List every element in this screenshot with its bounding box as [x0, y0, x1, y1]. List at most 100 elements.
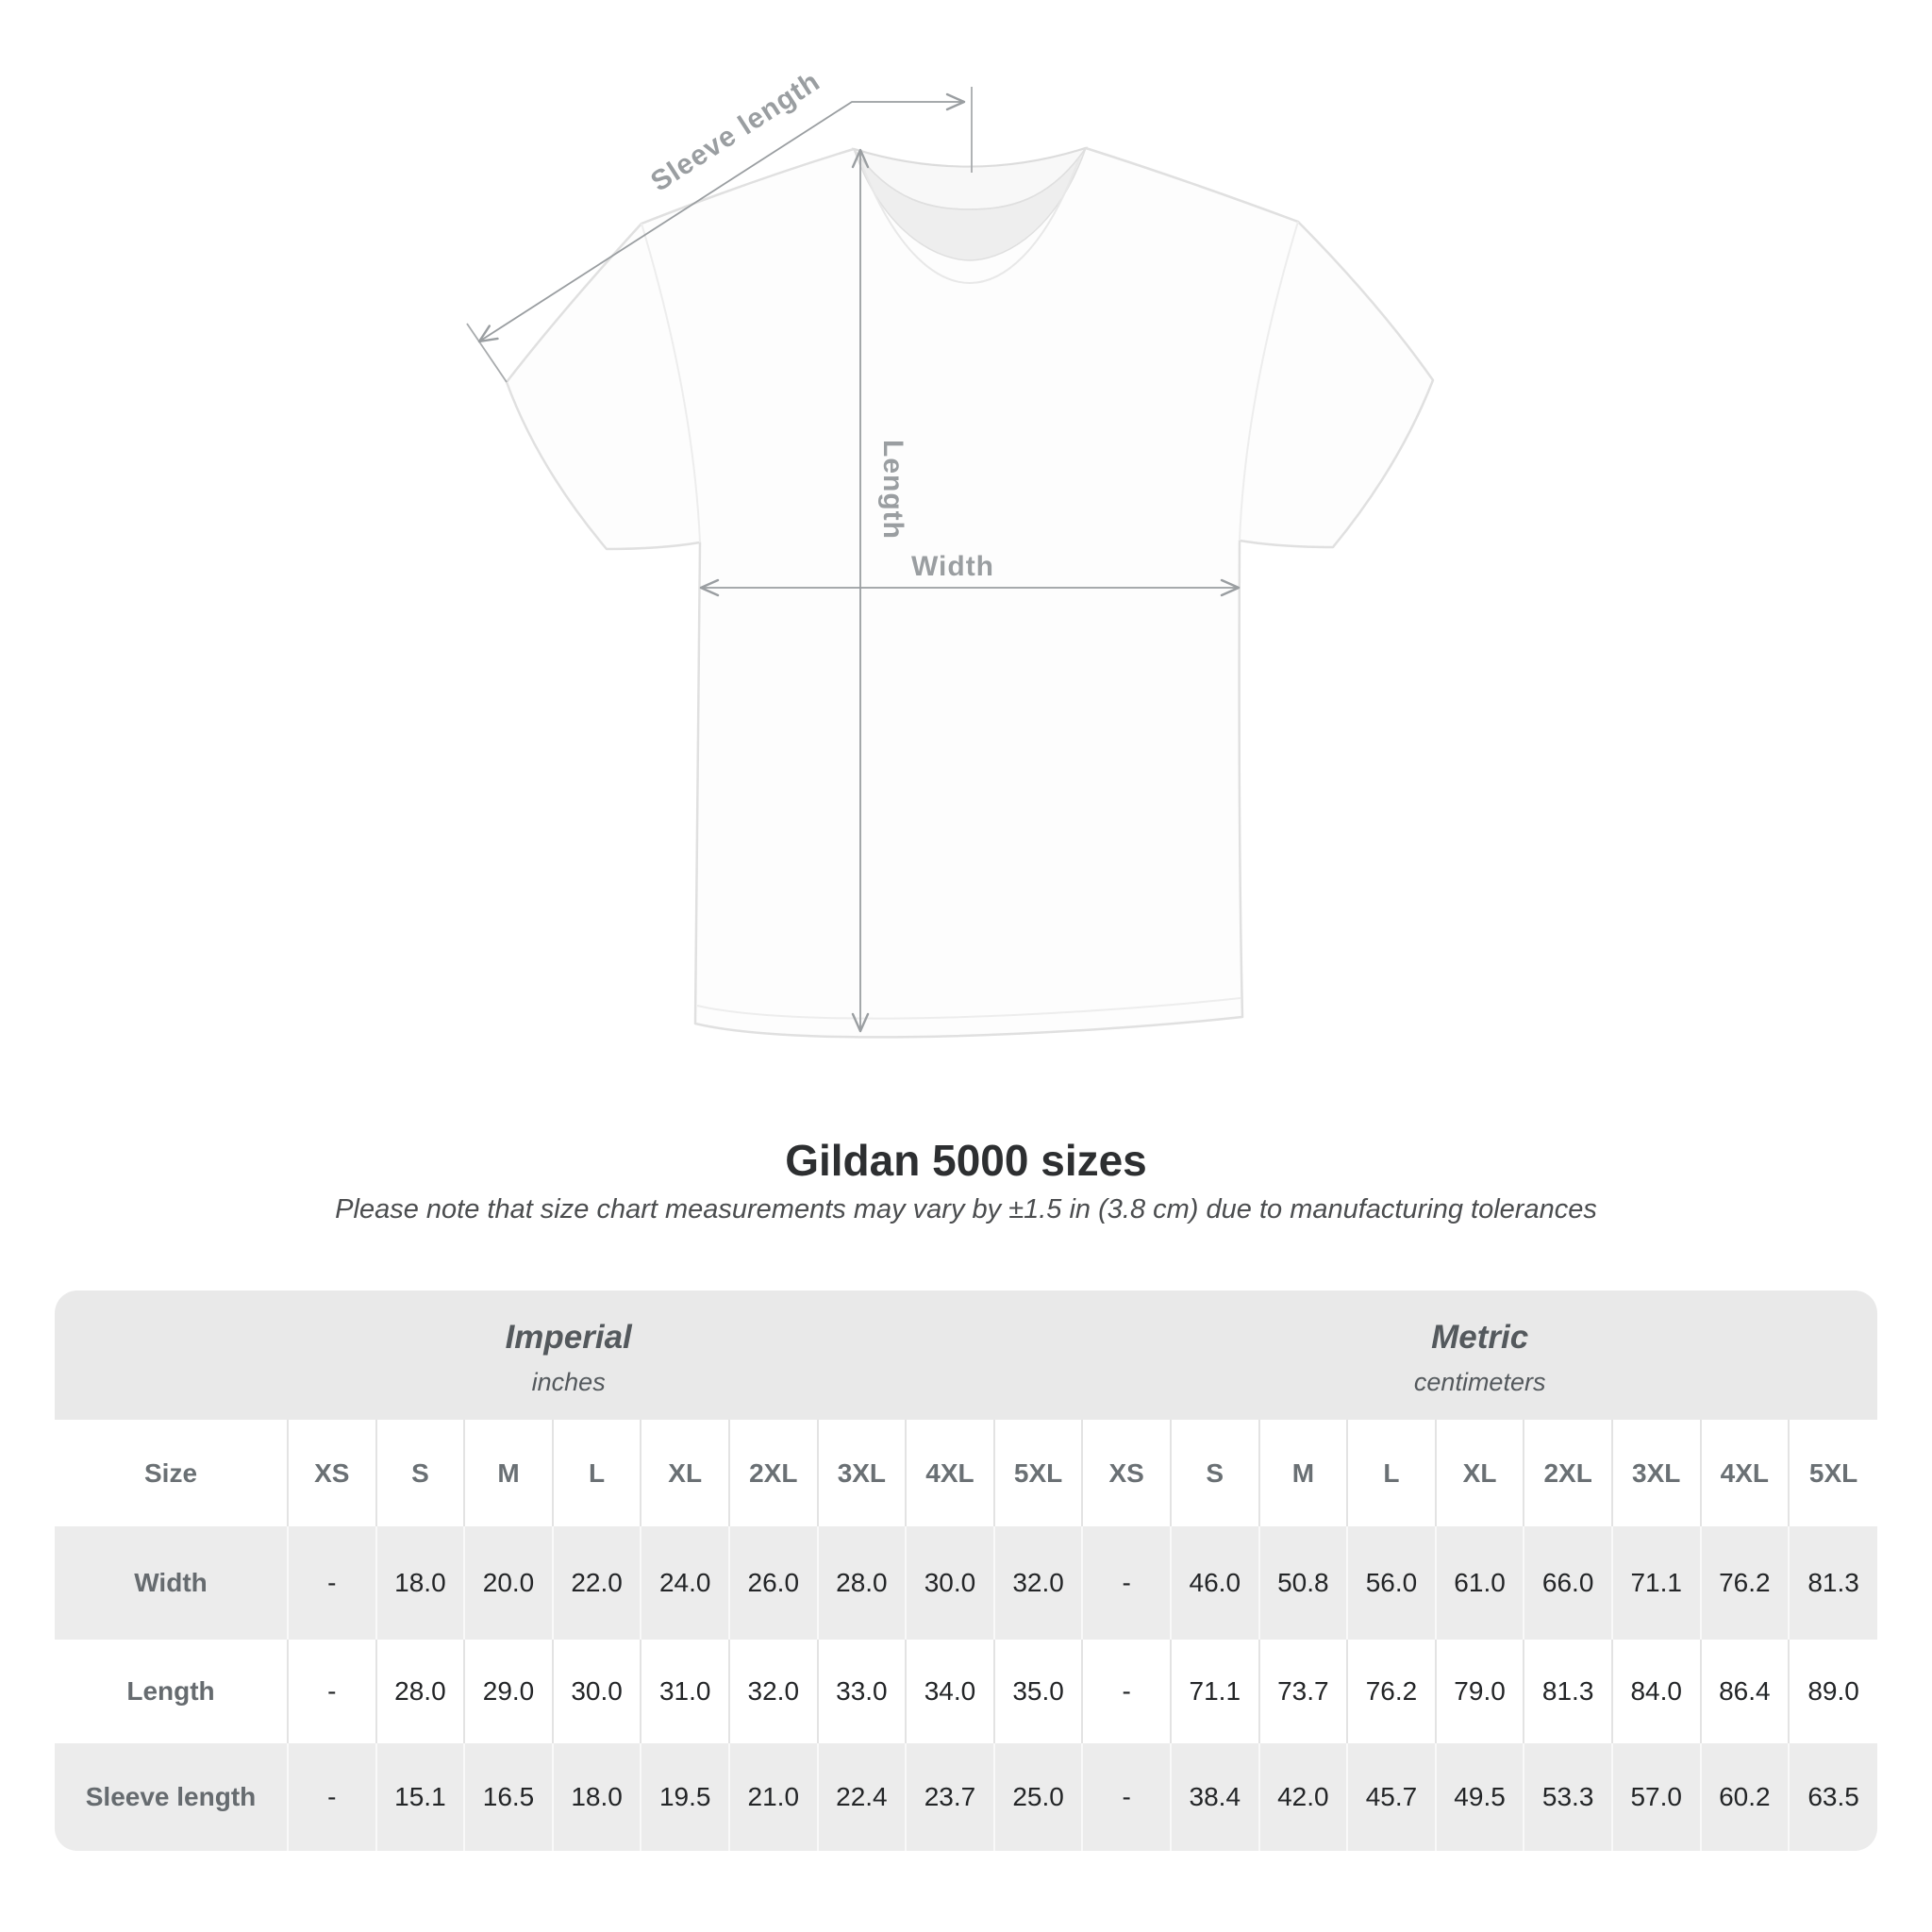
table-cell: 84.0	[1610, 1640, 1701, 1743]
row-label: Sleeve length	[55, 1743, 289, 1851]
table-cell: 18.0	[375, 1526, 465, 1640]
table-cell: -	[1081, 1526, 1171, 1640]
size-col-header: S	[1169, 1420, 1259, 1526]
size-table: Imperial inches Metric centimeters Size …	[55, 1291, 1877, 1851]
size-col-header: 4XL	[905, 1420, 994, 1526]
hem-stitch	[696, 997, 1241, 1020]
table-cell: 60.2	[1699, 1743, 1790, 1851]
size-col-header: XL	[1434, 1420, 1524, 1526]
table-cell: 32.0	[992, 1526, 1083, 1640]
size-table-container: Imperial inches Metric centimeters Size …	[55, 1291, 1877, 1851]
table-cell: 45.7	[1346, 1743, 1436, 1851]
table-cell: 57.0	[1610, 1743, 1701, 1851]
table-cell: 22.0	[551, 1526, 641, 1640]
row-label: Length	[55, 1640, 289, 1743]
size-header-row: Size XS S M L XL 2XL 3XL 4XL 5XL XS S M …	[55, 1420, 1877, 1526]
size-col-header: M	[1257, 1420, 1348, 1526]
imperial-label: Imperial	[505, 1319, 632, 1356]
table-cell: 28.0	[816, 1526, 907, 1640]
table-cell: 28.0	[375, 1640, 465, 1743]
table-row-width: Width - 18.0 20.0 22.0 24.0 26.0 28.0 30…	[55, 1526, 1877, 1640]
table-cell: 76.2	[1699, 1526, 1790, 1640]
size-col-header: L	[1346, 1420, 1436, 1526]
table-cell: 56.0	[1346, 1526, 1436, 1640]
table-cell: 26.0	[727, 1526, 818, 1640]
size-col-header: M	[463, 1420, 553, 1526]
table-cell: 19.5	[640, 1743, 729, 1851]
unit-group-metric: Metric centimeters	[1082, 1291, 1877, 1420]
table-cell: 38.4	[1169, 1743, 1259, 1851]
imperial-units: inches	[531, 1368, 606, 1396]
width-label: Width	[910, 551, 995, 582]
right-armhole-seam	[1239, 221, 1299, 541]
table-cell: 46.0	[1169, 1526, 1259, 1640]
table-cell: 25.0	[992, 1743, 1083, 1851]
table-cell: -	[287, 1640, 376, 1743]
metric-units: centimeters	[1413, 1368, 1546, 1396]
tshirt-measurement-figure: Sleeve length Length Width	[466, 66, 1435, 1039]
size-col-header: 2XL	[727, 1420, 818, 1526]
table-cell: 66.0	[1523, 1526, 1612, 1640]
size-col-header: XL	[640, 1420, 729, 1526]
table-cell: 29.0	[463, 1640, 553, 1743]
table-cell: 71.1	[1610, 1526, 1701, 1640]
unit-group-imperial: Imperial inches	[55, 1291, 1083, 1420]
table-cell: 31.0	[640, 1640, 729, 1743]
table-cell: 30.0	[905, 1526, 994, 1640]
size-col-header: 5XL	[1788, 1420, 1877, 1526]
table-cell: 21.0	[727, 1743, 818, 1851]
tshirt-outline	[505, 146, 1435, 1039]
table-cell: 79.0	[1434, 1640, 1524, 1743]
table-cell: 22.4	[816, 1743, 907, 1851]
table-cell: -	[287, 1743, 376, 1851]
table-cell: 35.0	[992, 1640, 1083, 1743]
table-cell: 61.0	[1434, 1526, 1524, 1640]
table-cell: -	[1081, 1640, 1171, 1743]
table-cell: 20.0	[463, 1526, 553, 1640]
length-label: Length	[877, 440, 908, 540]
size-col-header: XS	[1081, 1420, 1171, 1526]
table-cell: 81.3	[1788, 1526, 1877, 1640]
table-cell: -	[1081, 1743, 1171, 1851]
table-cell: 23.7	[905, 1743, 994, 1851]
size-col-header: 2XL	[1523, 1420, 1612, 1526]
table-cell: 18.0	[551, 1743, 641, 1851]
table-cell: 76.2	[1346, 1640, 1436, 1743]
size-col-header: 3XL	[816, 1420, 907, 1526]
table-cell: 81.3	[1523, 1640, 1612, 1743]
table-cell: 16.5	[463, 1743, 553, 1851]
table-cell: 89.0	[1788, 1640, 1877, 1743]
size-col-header: 3XL	[1610, 1420, 1701, 1526]
size-col-header: 5XL	[992, 1420, 1083, 1526]
sleeve-extension-line	[466, 323, 508, 383]
table-cell: -	[287, 1526, 376, 1640]
table-cell: 34.0	[905, 1640, 994, 1743]
tolerance-note: Please note that size chart measurements…	[335, 1194, 1597, 1224]
page-title: Gildan 5000 sizes	[785, 1136, 1147, 1185]
table-row-length: Length - 28.0 29.0 30.0 31.0 32.0 33.0 3…	[55, 1640, 1877, 1743]
table-cell: 50.8	[1257, 1526, 1348, 1640]
table-cell: 53.3	[1523, 1743, 1612, 1851]
tshirt-graphic	[466, 87, 1435, 1039]
table-cell: 24.0	[640, 1526, 729, 1640]
unit-group-row: Imperial inches Metric centimeters	[55, 1291, 1877, 1420]
table-row-sleeve-length: Sleeve length - 15.1 16.5 18.0 19.5 21.0…	[55, 1743, 1877, 1851]
table-cell: 32.0	[727, 1640, 818, 1743]
table-cell: 15.1	[375, 1743, 465, 1851]
table-cell: 63.5	[1788, 1743, 1877, 1851]
table-cell: 42.0	[1257, 1743, 1348, 1851]
table-cell: 73.7	[1257, 1640, 1348, 1743]
table-cell: 30.0	[551, 1640, 641, 1743]
size-col-header: XS	[287, 1420, 376, 1526]
metric-label: Metric	[1431, 1319, 1529, 1356]
row-label: Width	[55, 1526, 289, 1640]
sleeve-length-arrow	[477, 92, 966, 343]
table-cell: 71.1	[1169, 1640, 1259, 1743]
table-cell: 86.4	[1699, 1640, 1790, 1743]
size-corner-header: Size	[55, 1420, 289, 1526]
size-col-header: 4XL	[1699, 1420, 1790, 1526]
table-cell: 33.0	[816, 1640, 907, 1743]
size-col-header: S	[375, 1420, 465, 1526]
table-cell: 49.5	[1434, 1743, 1524, 1851]
size-col-header: L	[551, 1420, 641, 1526]
